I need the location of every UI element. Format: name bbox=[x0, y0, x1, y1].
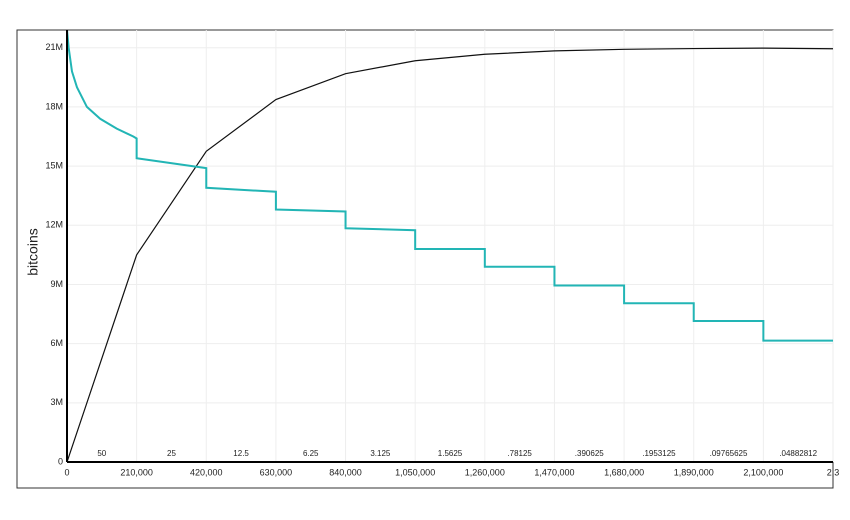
x-tick-label: 1,260,000 bbox=[465, 467, 505, 477]
reward-label: 12.5 bbox=[233, 449, 249, 458]
reward-label: .09765625 bbox=[710, 449, 748, 458]
y-tick-label: 3M bbox=[50, 397, 63, 407]
y-tick-label: 0 bbox=[58, 456, 63, 466]
reward-label: 25 bbox=[167, 449, 176, 458]
reward-label: .78125 bbox=[507, 449, 532, 458]
y-tick-label: 6M bbox=[50, 338, 63, 348]
x-tick-label: 1,680,000 bbox=[604, 467, 644, 477]
reward-label: .1953125 bbox=[642, 449, 676, 458]
x-tick-label: 210,000 bbox=[120, 467, 153, 477]
x-tick-label: 0 bbox=[64, 467, 69, 477]
x-tick-label: 630,000 bbox=[260, 467, 293, 477]
y-tick-label: 12M bbox=[45, 220, 63, 230]
labels: 0 3M 6M 9M 12M 15M 18M 21M 0 210,000 420,000 630,00… bbox=[45, 42, 839, 477]
reward-label: 6.25 bbox=[303, 449, 319, 458]
reward-label: 3.125 bbox=[370, 449, 391, 458]
reward-label: 50 bbox=[97, 449, 106, 458]
plot-area bbox=[67, 30, 833, 462]
x-tick-label: 2,3 bbox=[827, 467, 840, 477]
x-tick-label: 420,000 bbox=[190, 467, 223, 477]
y-tick-label: 9M bbox=[50, 279, 63, 289]
reward-label: 1.5625 bbox=[438, 449, 463, 458]
y-tick-label: 21M bbox=[45, 42, 63, 52]
reward-label: .04882812 bbox=[779, 449, 817, 458]
x-tick-label: 840,000 bbox=[329, 467, 362, 477]
series-line bbox=[67, 30, 833, 342]
y-tick-label: 15M bbox=[45, 160, 63, 170]
y-tick-label: 18M bbox=[45, 101, 63, 111]
series-line bbox=[67, 47, 833, 462]
reward-label: .390625 bbox=[575, 449, 604, 458]
x-tick-label: 1,890,000 bbox=[674, 467, 714, 477]
frame bbox=[16, 29, 834, 489]
x-tick-label: 2,100,000 bbox=[743, 467, 783, 477]
x-tick-label: 1,470,000 bbox=[534, 467, 574, 477]
y-axis-label: bitcoins bbox=[25, 228, 41, 275]
x-tick-label: 1,050,000 bbox=[395, 467, 435, 477]
